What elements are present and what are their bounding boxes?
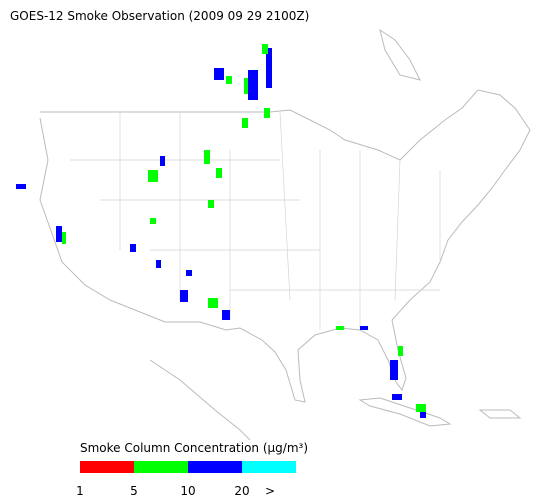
legend-swatch xyxy=(80,461,134,473)
legend-label: > xyxy=(265,484,275,498)
legend-swatch xyxy=(188,461,242,473)
coastline xyxy=(39,28,531,441)
state-borders xyxy=(70,111,441,330)
legend-swatch xyxy=(134,461,188,473)
legend-label: 10 xyxy=(180,484,195,498)
title: GOES-12 Smoke Observation (2009 09 29 21… xyxy=(10,9,309,23)
legend-swatch xyxy=(242,461,296,473)
legend-label: 1 xyxy=(76,484,84,498)
legend-label: 5 xyxy=(130,484,138,498)
legend-label: 20 xyxy=(234,484,249,498)
smoke-pixels xyxy=(16,44,426,418)
legend-title: Smoke Column Concentration (μg/m³) xyxy=(80,441,308,455)
legend: 1 5 10 20 > xyxy=(76,461,296,498)
